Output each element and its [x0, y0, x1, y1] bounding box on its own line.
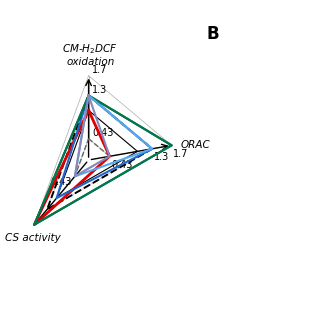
Text: ORAC: ORAC: [180, 140, 210, 150]
Text: CS activity: CS activity: [5, 233, 60, 243]
Text: 1.7: 1.7: [173, 149, 189, 159]
Text: B: B: [206, 25, 219, 43]
Text: CM-H$_2$DCF
oxidation: CM-H$_2$DCF oxidation: [62, 42, 118, 67]
Text: 1.7: 1.7: [92, 65, 107, 75]
Text: 1.3: 1.3: [92, 85, 107, 95]
Text: 0.43: 0.43: [92, 128, 113, 138]
Text: 1.3: 1.3: [154, 152, 169, 162]
Text: 0.43: 0.43: [50, 177, 71, 187]
Text: 0.43: 0.43: [111, 160, 133, 170]
